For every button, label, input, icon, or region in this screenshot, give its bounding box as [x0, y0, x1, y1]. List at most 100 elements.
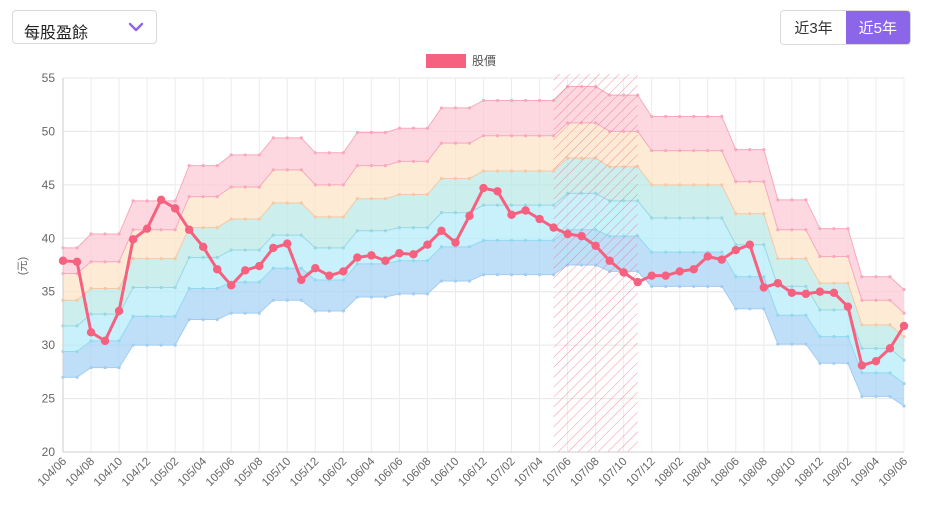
band-point — [369, 130, 373, 135]
band-point — [411, 192, 416, 197]
band-point — [846, 334, 850, 339]
band-point — [650, 149, 654, 153]
band-point — [495, 134, 500, 138]
band-point — [902, 404, 906, 408]
x-tick-label: 104/10 — [92, 456, 125, 489]
price-point — [409, 250, 418, 259]
band-point — [159, 343, 163, 347]
band-point — [355, 262, 359, 266]
band-point — [776, 198, 780, 202]
band-point — [201, 195, 205, 199]
band-point — [832, 254, 836, 259]
band-point — [692, 149, 696, 153]
metric-dropdown[interactable]: 每股盈餘 — [12, 10, 157, 44]
band-point — [804, 284, 808, 288]
band-point — [369, 197, 373, 201]
band-point — [411, 126, 416, 130]
band-point — [804, 342, 808, 346]
band-point — [902, 334, 906, 339]
price-point — [843, 302, 853, 311]
band-point — [678, 284, 682, 288]
band-point — [818, 281, 822, 285]
band-point — [692, 183, 696, 187]
band-point — [397, 192, 401, 197]
x-tick-label: 109/06 — [877, 456, 910, 489]
band-point — [271, 136, 275, 140]
x-tick-label: 106/08 — [400, 456, 433, 489]
band-point — [720, 284, 724, 288]
price-point — [367, 251, 376, 260]
band-point — [201, 226, 205, 230]
x-tick-label: 108/04 — [681, 455, 715, 489]
band-point — [229, 153, 233, 157]
band-point — [131, 314, 135, 318]
band-point — [734, 307, 738, 311]
band-point — [453, 106, 458, 110]
band-point — [720, 250, 724, 254]
x-tick-label: 109/04 — [849, 455, 883, 489]
band-point — [453, 176, 458, 181]
band-point — [832, 281, 836, 285]
x-tick-label: 105/02 — [148, 456, 181, 489]
band-point — [271, 168, 275, 172]
band-point — [888, 371, 892, 375]
band-point — [397, 126, 401, 130]
price-point — [717, 255, 726, 264]
price-point — [241, 266, 250, 275]
price-point — [899, 321, 909, 331]
band-point — [257, 280, 261, 284]
band-point — [341, 215, 345, 219]
x-tick-label: 107/10 — [596, 456, 629, 489]
band-point — [229, 311, 233, 315]
band-point — [201, 255, 205, 260]
band-point — [173, 343, 177, 347]
range-3y-button[interactable]: 近3年 — [781, 11, 846, 44]
x-tick-label: 105/06 — [204, 456, 237, 489]
price-point — [227, 281, 236, 290]
x-tick-label: 105/04 — [176, 455, 210, 489]
band-point — [537, 169, 542, 173]
band-point — [187, 195, 191, 199]
band-point — [678, 149, 682, 153]
band-point — [131, 343, 135, 347]
price-point — [535, 214, 544, 224]
band-point — [341, 309, 345, 313]
band-point — [804, 198, 808, 202]
band-point — [846, 254, 850, 259]
range-5y-button[interactable]: 近5年 — [845, 11, 910, 44]
legend: 股價 — [426, 54, 496, 68]
band-point — [720, 183, 724, 187]
price-point — [493, 187, 502, 196]
band-point — [678, 216, 682, 220]
band-point — [145, 199, 149, 203]
band-point — [187, 286, 191, 291]
band-point — [832, 361, 836, 365]
band-point — [89, 286, 93, 291]
band-2 — [63, 193, 904, 384]
y-tick-label: 50 — [42, 124, 56, 138]
band-point — [411, 292, 416, 296]
band-point — [439, 245, 444, 249]
band-point — [89, 312, 93, 316]
band-point — [706, 149, 710, 153]
band-point — [215, 164, 219, 168]
band-point — [453, 211, 458, 215]
band-point — [860, 394, 864, 399]
band-point — [103, 286, 107, 291]
band-point — [860, 323, 864, 327]
band-point — [678, 114, 682, 119]
band-point — [874, 275, 878, 279]
band-point — [341, 183, 345, 187]
band-point — [664, 149, 668, 153]
band-point — [355, 164, 359, 168]
band-1 — [63, 229, 904, 407]
band-point — [692, 250, 696, 254]
band-point — [523, 169, 528, 173]
band-point — [664, 216, 668, 220]
x-tick-label: 106/02 — [316, 456, 349, 489]
band-point — [285, 298, 289, 302]
band-point — [888, 298, 892, 302]
band-5 — [63, 86, 904, 314]
price-point — [395, 249, 404, 258]
